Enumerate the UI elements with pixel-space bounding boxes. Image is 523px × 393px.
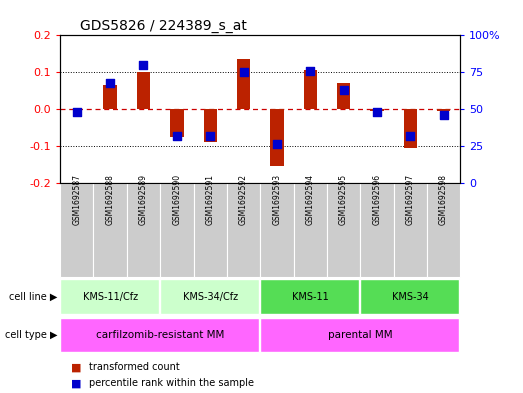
Text: GSM1692595: GSM1692595 <box>339 174 348 225</box>
Point <box>306 68 314 74</box>
Bar <box>404 109 417 148</box>
Text: GSM1692588: GSM1692588 <box>106 174 115 225</box>
Point <box>206 132 214 139</box>
Text: cell type ▶: cell type ▶ <box>5 330 58 340</box>
Bar <box>394 183 427 277</box>
Bar <box>370 109 383 111</box>
Point <box>406 132 414 139</box>
Text: KMS-11: KMS-11 <box>292 292 328 302</box>
Bar <box>194 183 227 277</box>
Text: GSM1692597: GSM1692597 <box>406 174 415 225</box>
Bar <box>337 83 350 109</box>
Bar <box>360 279 459 314</box>
Bar <box>260 318 459 352</box>
Bar <box>427 183 460 277</box>
Bar <box>260 279 359 314</box>
Bar <box>104 85 117 109</box>
Text: parental MM: parental MM <box>328 330 393 340</box>
Text: GSM1692596: GSM1692596 <box>372 174 381 225</box>
Text: cell line ▶: cell line ▶ <box>9 292 58 302</box>
Point <box>373 109 381 115</box>
Bar <box>60 183 94 277</box>
Bar <box>260 183 293 277</box>
Bar <box>94 183 127 277</box>
Point <box>73 109 81 115</box>
Point <box>173 132 181 139</box>
Text: GSM1692591: GSM1692591 <box>206 174 214 225</box>
Text: GSM1692589: GSM1692589 <box>139 174 148 225</box>
Text: ■: ■ <box>71 362 81 373</box>
Text: GSM1692590: GSM1692590 <box>173 174 181 225</box>
Bar <box>303 70 317 109</box>
Text: GSM1692592: GSM1692592 <box>239 174 248 225</box>
Bar <box>270 109 283 166</box>
Bar <box>227 183 260 277</box>
Bar <box>160 279 259 314</box>
Bar <box>60 279 159 314</box>
Bar <box>60 318 259 352</box>
Bar <box>360 183 393 277</box>
Text: transformed count: transformed count <box>89 362 180 373</box>
Text: GSM1692593: GSM1692593 <box>272 174 281 225</box>
Bar <box>137 72 150 109</box>
Text: carfilzomib-resistant MM: carfilzomib-resistant MM <box>96 330 224 340</box>
Bar <box>237 59 250 109</box>
Bar <box>293 183 327 277</box>
Text: KMS-34: KMS-34 <box>392 292 429 302</box>
Text: KMS-34/Cfz: KMS-34/Cfz <box>183 292 238 302</box>
Text: GSM1692594: GSM1692594 <box>306 174 315 225</box>
Text: GSM1692598: GSM1692598 <box>439 174 448 225</box>
Bar <box>203 109 217 142</box>
Text: percentile rank within the sample: percentile rank within the sample <box>89 378 254 388</box>
Point <box>240 69 248 75</box>
Point <box>106 79 115 86</box>
Bar <box>160 183 194 277</box>
Text: ■: ■ <box>71 378 81 388</box>
Text: KMS-11/Cfz: KMS-11/Cfz <box>83 292 138 302</box>
Point <box>439 112 448 118</box>
Bar <box>170 109 184 137</box>
Bar <box>437 109 450 111</box>
Bar <box>127 183 160 277</box>
Point <box>139 62 147 68</box>
Text: GSM1692587: GSM1692587 <box>72 174 81 225</box>
Point <box>339 87 348 93</box>
Bar <box>327 183 360 277</box>
Point <box>272 141 281 147</box>
Text: GDS5826 / 224389_s_at: GDS5826 / 224389_s_at <box>80 19 247 33</box>
